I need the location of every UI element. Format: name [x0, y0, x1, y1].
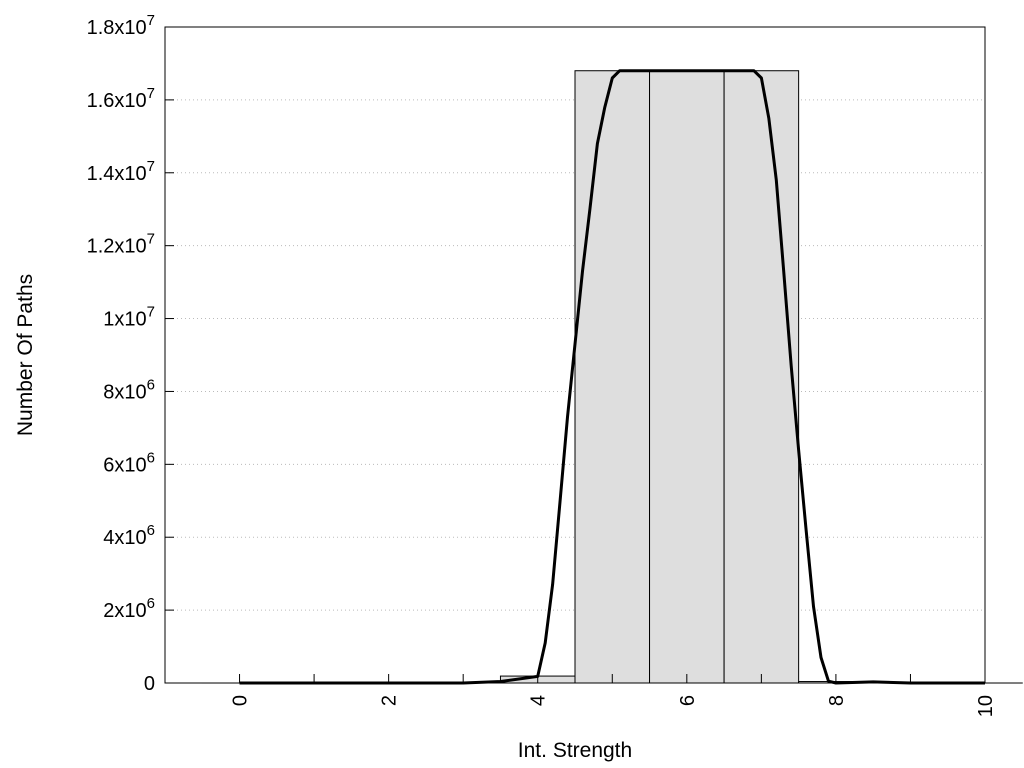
bar-6	[649, 70, 725, 684]
y-tick-label-6: 1.2x107	[87, 231, 155, 258]
x-tick-label-2: 4	[528, 695, 550, 706]
fitted-curve	[239, 69, 985, 685]
x-tick-label-4: 8	[826, 695, 848, 706]
y-tick-label-7: 1.4x107	[87, 158, 155, 185]
bar-7	[723, 70, 800, 684]
y-tick-label-9: 1.8x107	[87, 12, 155, 39]
y-tick-label-4: 8x106	[103, 376, 155, 403]
y-tick-label-5: 1x107	[103, 304, 155, 331]
x-tick-label-0: 0	[230, 695, 252, 706]
x-tick-label-3: 6	[677, 695, 699, 706]
y-tick-label-1: 2x106	[103, 595, 155, 622]
y-tick-label-3: 6x106	[103, 449, 155, 476]
x-tick-labels: 0 2 4 6 8 10	[230, 695, 997, 717]
bars	[201, 70, 1023, 684]
bar-5	[574, 70, 651, 684]
plot-frame	[164, 26, 986, 684]
grid-lines	[165, 99, 985, 611]
x-tick-label-1: 2	[379, 695, 401, 706]
tick-marks	[165, 26, 986, 684]
y-tick-label-2: 4x106	[103, 522, 155, 549]
x-axis-title: Int. Strength	[518, 739, 632, 762]
y-tick-label-8: 1.6x107	[87, 85, 155, 112]
y-tick-labels: 0 2x106 4x106 6x106 8x106 1x107 1.2x107 1.4x107…	[87, 12, 155, 695]
x-tick-label-5: 10	[975, 695, 997, 717]
y-axis-title: Number Of Paths	[14, 274, 37, 436]
y-tick-label-0: 0	[144, 673, 155, 695]
